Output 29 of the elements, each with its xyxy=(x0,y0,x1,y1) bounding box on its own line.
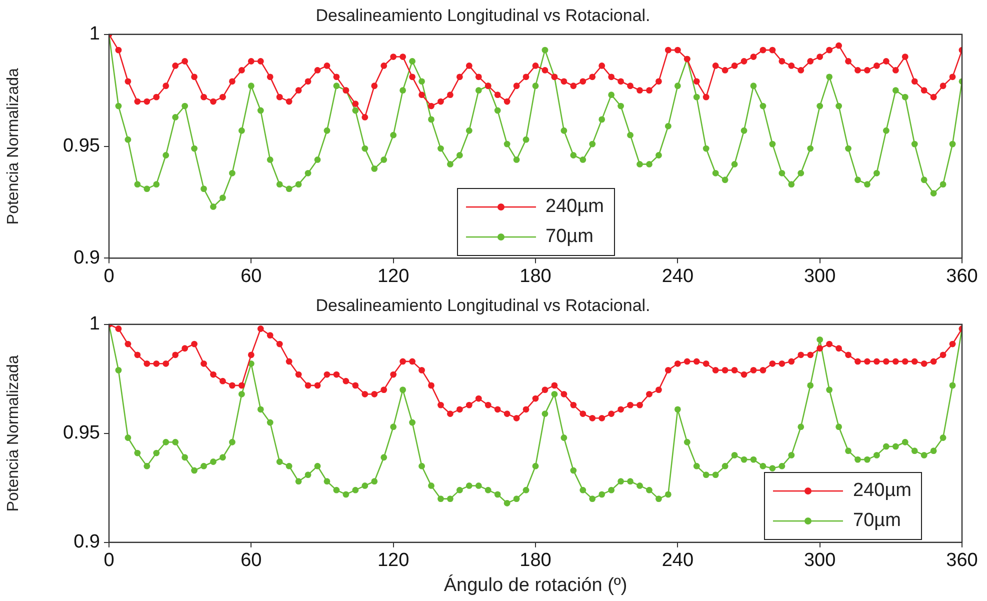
legend-label: 70µm xyxy=(853,510,901,532)
y-tick-label: 1 xyxy=(89,314,100,335)
x-tick-label: 120 xyxy=(377,266,410,287)
x-tick-label: 0 xyxy=(104,550,114,572)
legend-label: 70µm xyxy=(546,226,594,248)
x-tick-label: 180 xyxy=(520,266,552,287)
legend-label: 240µm xyxy=(853,480,912,502)
x-tick-label: 60 xyxy=(240,550,262,572)
x-tick-label: 240 xyxy=(662,266,694,287)
x-tick-label: 300 xyxy=(804,550,836,572)
x-tick-label: 300 xyxy=(804,266,836,287)
y-axis-title: Potencia Normalizada xyxy=(5,355,22,512)
x-tick-label: 60 xyxy=(240,266,262,287)
x-tick-label: 180 xyxy=(520,550,552,572)
legend-label: 240µm xyxy=(546,196,604,218)
x-tick-label: 240 xyxy=(662,550,694,572)
y-tick-label: 0.95 xyxy=(63,422,100,444)
x-tick-label: 360 xyxy=(946,266,978,287)
x-tick-label: 360 xyxy=(946,550,978,572)
y-axis-title: Potencia Normalizada xyxy=(5,68,22,225)
y-tick-label: 1 xyxy=(89,24,100,45)
x-tick-label: 0 xyxy=(104,266,114,287)
y-tick-label: 0.95 xyxy=(63,136,100,157)
y-tick-label: 0.9 xyxy=(74,532,100,553)
x-tick-label: 120 xyxy=(377,550,410,572)
x-axis-title: Ángulo de rotación (º) xyxy=(444,574,628,596)
y-tick-label: 0.9 xyxy=(74,247,100,268)
chart-title: Desalineamiento Longitudinal vs Rotacional. xyxy=(316,6,650,25)
chart-title: Desalineamiento Longitudinal vs Rotacional. xyxy=(316,296,650,315)
